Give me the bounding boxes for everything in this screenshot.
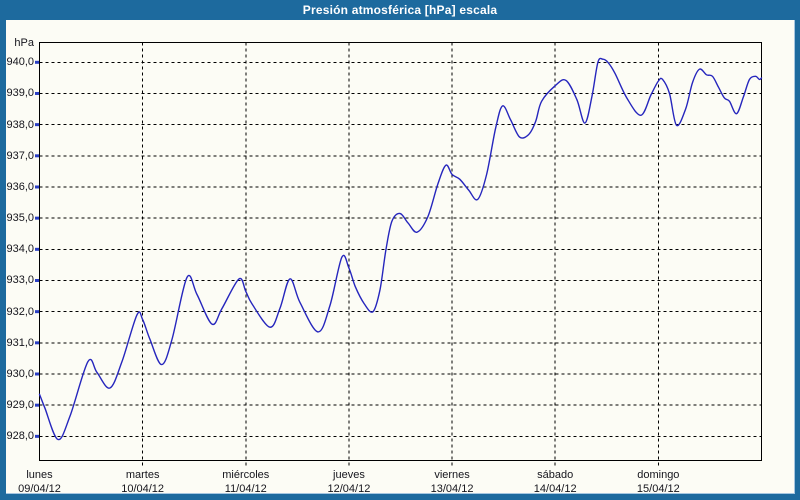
y-tick-label: 935,0 [6, 212, 34, 225]
y-tick-label: 938,0 [6, 118, 34, 131]
pressure-chart-svg [35, 42, 763, 466]
y-axis-tick [35, 216, 40, 220]
y-axis-tick [35, 185, 40, 189]
y-tick-label: 934,0 [6, 243, 34, 256]
x-day-name: martes [125, 469, 160, 481]
chart-area: hPa 940,0 939,0 938,0 937,0 936,0 935,0 934,0 9… [6, 20, 795, 496]
y-tick-label: 939,0 [6, 87, 34, 100]
y-tick-label: 930,0 [6, 368, 34, 380]
x-day-name: sábado [537, 469, 574, 481]
x-day-label-group: viernes 13/04/12 [407, 468, 497, 496]
y-axis-unit-label: hPa [14, 37, 34, 49]
y-axis-tick [35, 278, 40, 282]
x-day-name: lunes [26, 469, 53, 481]
y-tick-label: 929,0 [6, 399, 34, 412]
x-day-date: 12/04/12 [327, 483, 371, 495]
y-axis-tick [35, 60, 40, 64]
y-axis-tick [35, 341, 40, 345]
y-tick-label: 931,0 [6, 336, 34, 349]
y-axis-tick [35, 123, 40, 127]
x-day-label-group: lunes 09/04/12 [0, 468, 85, 496]
y-axis-tick [35, 372, 40, 376]
x-day-label-group: miércoles 11/04/12 [201, 468, 291, 496]
y-tick-label: 932,0 [6, 305, 34, 318]
y-axis-tick [35, 310, 40, 314]
window-title: Presión atmosférica [hPa] escala [302, 3, 498, 17]
y-tick-label: 937,0 [6, 149, 34, 162]
y-tick-label: 928,0 [6, 430, 34, 443]
x-day-name: jueves [333, 469, 365, 481]
x-day-date: 09/04/12 [18, 483, 61, 495]
plot-border [39, 42, 762, 461]
y-axis-tick [35, 247, 40, 251]
y-tick-label: 940,0 [6, 56, 34, 69]
y-axis-tick [35, 91, 40, 95]
x-day-name: domingo [637, 469, 680, 481]
x-day-date: 10/04/12 [121, 483, 165, 495]
y-axis-tick [35, 434, 40, 438]
title-bar: Presión atmosférica [hPa] escala [0, 0, 800, 20]
x-day-label-group: martes 10/04/12 [98, 468, 188, 496]
y-axis-tick [35, 154, 40, 158]
x-day-date: 13/04/12 [430, 483, 474, 495]
x-day-date: 11/04/12 [224, 483, 267, 495]
y-tick-label: 936,0 [6, 180, 34, 193]
x-day-label-group: jueves 12/04/12 [304, 468, 394, 496]
pressure-line [38, 57, 763, 441]
y-tick-label: 933,0 [6, 274, 34, 287]
x-day-name: viernes [434, 469, 470, 481]
x-day-label-group: sábado 14/04/12 [510, 468, 600, 496]
x-day-date: 15/04/12 [636, 483, 680, 495]
x-day-date: 14/04/12 [533, 483, 577, 495]
x-day-label-group: domingo 15/04/12 [613, 468, 703, 496]
x-day-name: miércoles [222, 469, 270, 481]
y-axis-tick [35, 403, 40, 407]
